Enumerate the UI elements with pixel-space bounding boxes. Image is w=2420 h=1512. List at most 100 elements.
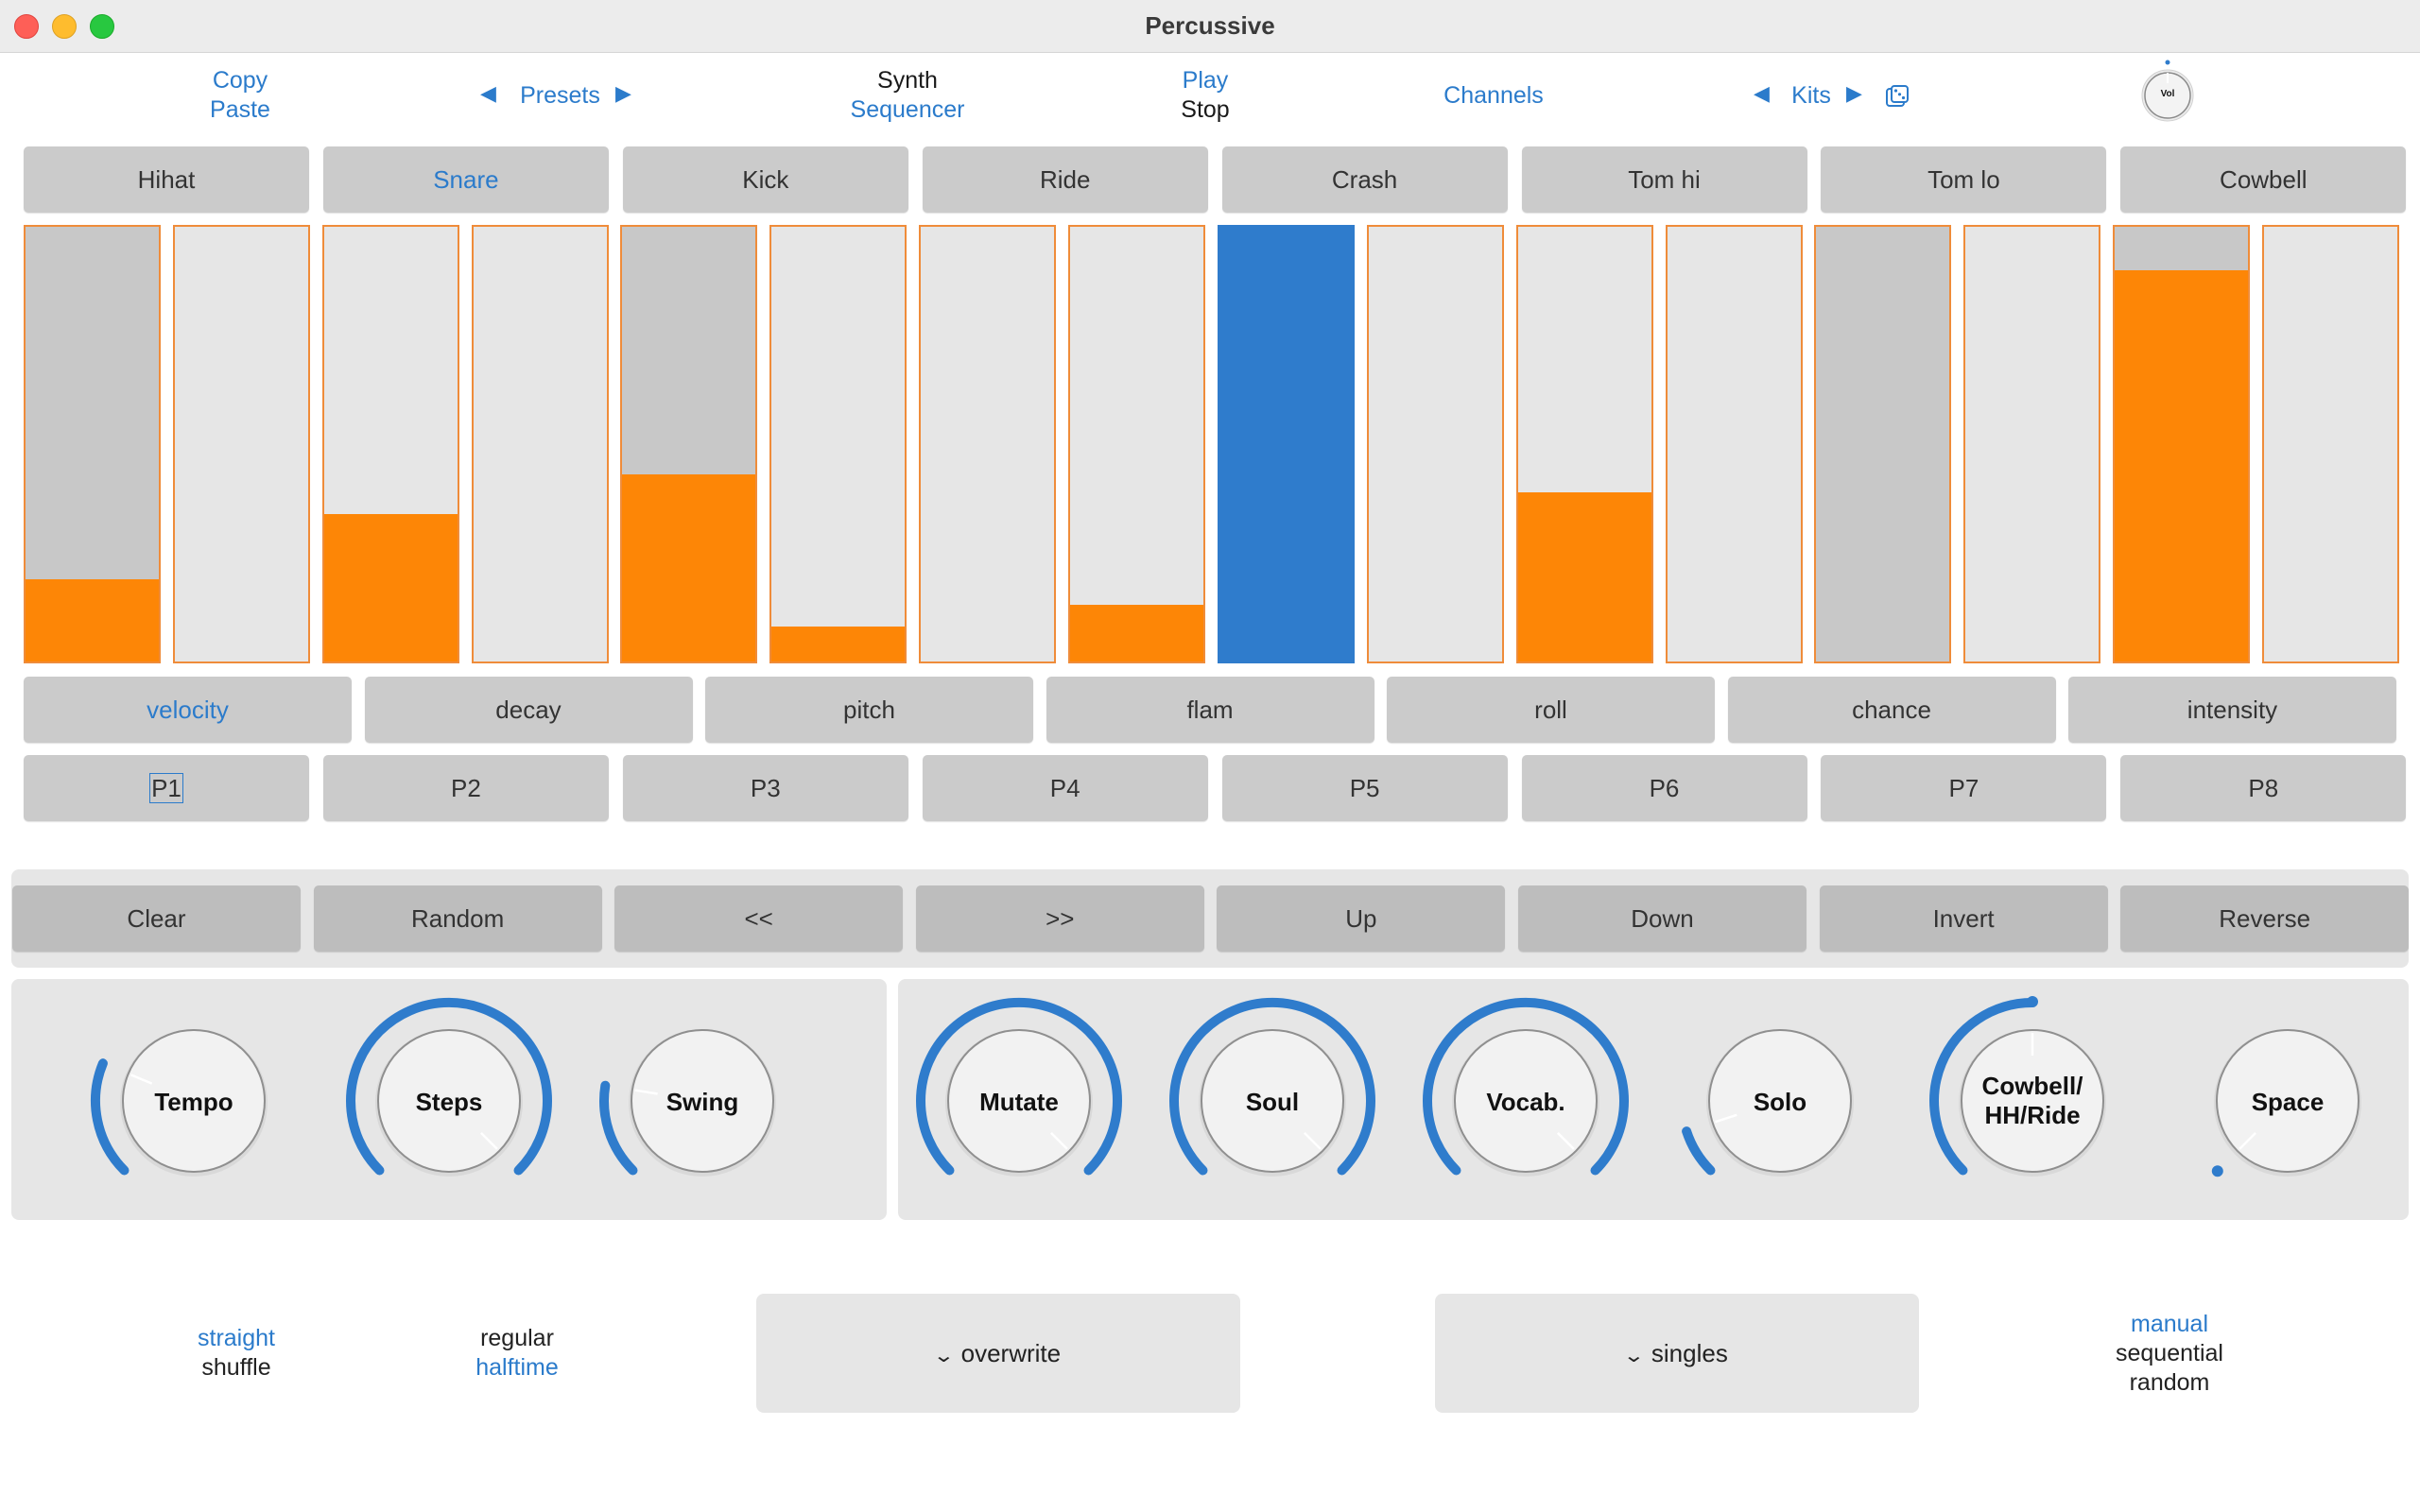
close-window-button[interactable]	[14, 14, 39, 39]
pattern-label: P4	[1049, 774, 1080, 802]
step-bar[interactable]	[1665, 225, 1803, 663]
action-button-1[interactable]: Clear	[12, 885, 301, 952]
step-bar[interactable]	[620, 225, 758, 663]
knob-label: Soul	[1246, 1088, 1299, 1116]
step-bar[interactable]	[24, 225, 161, 663]
hit-mode-value: singles	[1651, 1339, 1728, 1367]
instrument-button-tom-lo[interactable]: Tom lo	[1821, 146, 2107, 213]
pattern-button-p3[interactable]: P3	[622, 755, 908, 821]
kits-button[interactable]: Kits	[1791, 82, 1831, 109]
dice-icon[interactable]	[1884, 83, 1910, 110]
instrument-button-ride[interactable]: Ride	[922, 146, 1208, 213]
channels-button[interactable]: Channels	[1443, 82, 1544, 109]
knob-label: Mutate	[979, 1088, 1059, 1116]
speed-halftime-option[interactable]: halftime	[475, 1354, 559, 1381]
instrument-button-crash[interactable]: Crash	[1221, 146, 1508, 213]
param-button-pitch[interactable]: pitch	[705, 677, 1033, 743]
hit-mode-dropdown[interactable]: ⌄ singles	[1435, 1294, 1919, 1413]
action-button-7[interactable]: Invert	[1819, 885, 2108, 952]
step-bar[interactable]	[2262, 225, 2400, 663]
presets-next-icon[interactable]: ▶	[615, 81, 631, 105]
knob-mutate[interactable]: Mutate	[916, 997, 1122, 1177]
action-button-4[interactable]: >>	[915, 885, 1204, 952]
action-button-3[interactable]: <<	[614, 885, 904, 952]
presets-prev-icon[interactable]: ◀	[480, 81, 496, 105]
knob-indicator	[1557, 1132, 1575, 1150]
pattern-label: P5	[1349, 774, 1380, 802]
advance-manual-option[interactable]: manual	[2131, 1311, 2208, 1337]
param-button-chance[interactable]: chance	[1727, 677, 2056, 743]
knob-value-arc	[1169, 997, 1375, 1176]
pattern-button-p4[interactable]: P4	[922, 755, 1208, 821]
step-bar[interactable]	[769, 225, 908, 663]
param-button-roll[interactable]: roll	[1387, 677, 1715, 743]
param-button-flam[interactable]: flam	[1046, 677, 1374, 743]
presets-button[interactable]: Presets	[520, 82, 600, 109]
knob-indicator	[634, 1089, 658, 1095]
write-mode-dropdown[interactable]: ⌄ overwrite	[756, 1294, 1240, 1413]
knob-indicator	[130, 1074, 153, 1085]
instrument-button-tom-hi[interactable]: Tom hi	[1521, 146, 1807, 213]
zoom-window-button[interactable]	[90, 14, 114, 39]
knob-swing[interactable]: Swing	[599, 1029, 776, 1177]
advance-sequential-option[interactable]: sequential	[2116, 1340, 2223, 1366]
step-bar[interactable]	[1068, 225, 1206, 663]
copy-button[interactable]: Copy	[212, 67, 268, 94]
stop-button[interactable]: Stop	[1181, 96, 1230, 123]
knob-soul[interactable]: Soul	[1169, 997, 1375, 1177]
step-bar[interactable]	[2113, 225, 2251, 663]
instrument-button-snare[interactable]: Snare	[322, 146, 609, 213]
instrument-button-hihat[interactable]: Hihat	[24, 146, 309, 213]
action-button-6[interactable]: Down	[1518, 885, 1806, 952]
step-bar[interactable]	[1963, 225, 2101, 663]
step-bar[interactable]	[1814, 225, 1952, 663]
knob-value-arc	[916, 997, 1122, 1176]
param-button-intensity[interactable]: intensity	[2068, 677, 2396, 743]
minimize-window-button[interactable]	[52, 14, 77, 39]
pattern-label: P6	[1649, 774, 1680, 802]
pattern-button-p5[interactable]: P5	[1221, 755, 1508, 821]
pattern-button-p7[interactable]: P7	[1821, 755, 2107, 821]
instrument-button-kick[interactable]: Kick	[622, 146, 908, 213]
knob-steps[interactable]: Steps	[346, 997, 552, 1177]
action-button-2[interactable]: Random	[313, 885, 602, 952]
step-bar[interactable]	[1366, 225, 1504, 663]
pattern-button-p2[interactable]: P2	[322, 755, 609, 821]
knob-solo[interactable]: Solo	[1682, 1029, 1854, 1177]
knob-cowbell-hh-ride[interactable]: Cowbell/HH/Ride	[1929, 996, 2106, 1177]
paste-button[interactable]: Paste	[210, 96, 270, 123]
kits-prev-icon[interactable]: ◀	[1754, 81, 1770, 105]
param-button-velocity[interactable]: velocity	[24, 677, 352, 743]
pattern-button-p6[interactable]: P6	[1521, 755, 1807, 821]
synth-mode-option[interactable]: Synth	[877, 67, 938, 94]
step-bar[interactable]	[919, 225, 1057, 663]
knob-tempo[interactable]: Tempo	[91, 1029, 268, 1177]
pattern-button-p8[interactable]: P8	[2120, 755, 2407, 821]
instrument-button-cowbell[interactable]: Cowbell	[2120, 146, 2407, 213]
play-button[interactable]: Play	[1182, 67, 1229, 94]
knob-vocab[interactable]: Vocab.	[1423, 997, 1629, 1177]
advance-random-option[interactable]: random	[2129, 1369, 2210, 1396]
knob-value-arc	[599, 1080, 638, 1176]
volume-knob-label: Vol	[2160, 89, 2175, 99]
pattern-button-p1[interactable]: P1	[24, 755, 309, 821]
speed-regular-option[interactable]: regular	[480, 1325, 554, 1351]
knob-label: Steps	[416, 1088, 483, 1116]
sequencer-mode-option[interactable]: Sequencer	[850, 96, 965, 123]
action-button-5[interactable]: Up	[1217, 885, 1506, 952]
param-button-decay[interactable]: decay	[364, 677, 693, 743]
timing-straight-option[interactable]: straight	[198, 1325, 275, 1351]
step-bar[interactable]	[321, 225, 459, 663]
timing-shuffle-option[interactable]: shuffle	[201, 1354, 271, 1381]
step-bar[interactable]	[172, 225, 310, 663]
kits-next-icon[interactable]: ▶	[1846, 81, 1862, 105]
action-button-8[interactable]: Reverse	[2120, 885, 2410, 952]
step-bar[interactable]	[1217, 225, 1355, 663]
step-bar[interactable]	[1515, 225, 1653, 663]
volume-knob[interactable]	[2135, 57, 2201, 132]
knob-value-arc	[1423, 997, 1629, 1176]
step-bar[interactable]	[471, 225, 609, 663]
knob-space[interactable]: Space	[2211, 1029, 2361, 1177]
knob-value-arc	[346, 997, 552, 1176]
